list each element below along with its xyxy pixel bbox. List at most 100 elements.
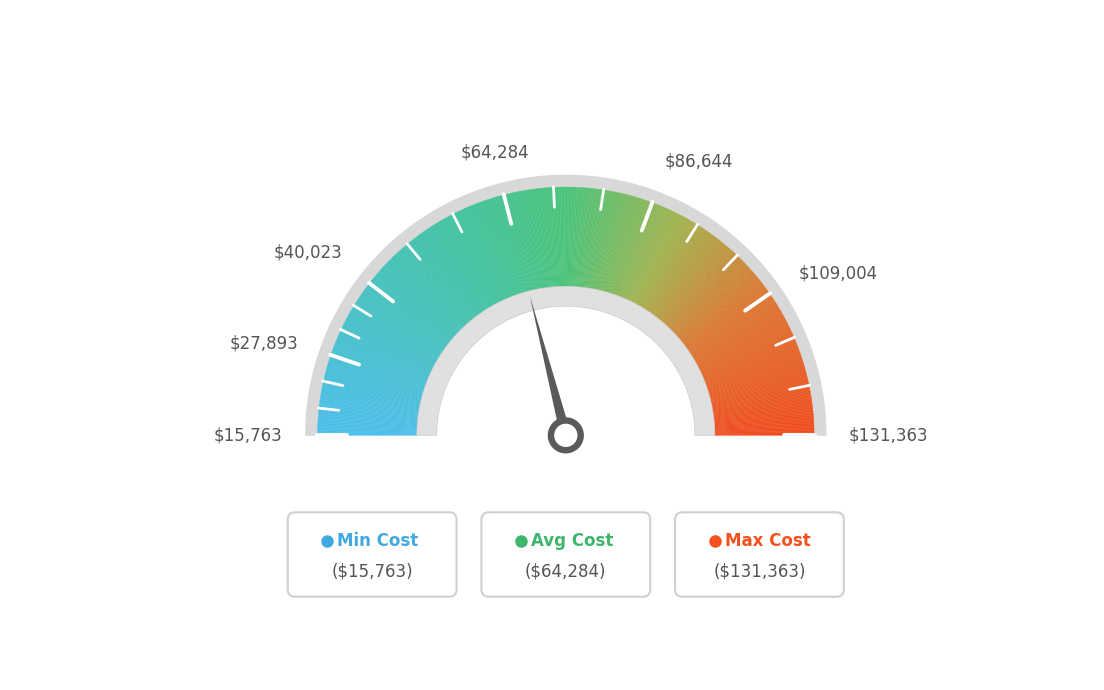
Polygon shape [435,224,488,308]
Polygon shape [710,371,806,397]
Polygon shape [654,235,714,316]
Polygon shape [712,384,809,406]
Polygon shape [611,198,641,293]
Polygon shape [606,197,635,293]
Polygon shape [626,208,667,299]
Polygon shape [628,210,671,301]
Polygon shape [673,264,746,333]
Polygon shape [583,188,595,288]
Polygon shape [427,228,484,312]
FancyBboxPatch shape [288,512,457,597]
Polygon shape [712,389,810,408]
Polygon shape [416,237,477,317]
Polygon shape [320,401,418,416]
Polygon shape [708,362,804,392]
Polygon shape [447,216,496,304]
Polygon shape [704,342,797,380]
Polygon shape [709,363,804,393]
Polygon shape [335,344,427,382]
Polygon shape [711,381,808,404]
Polygon shape [578,188,590,287]
Polygon shape [635,215,682,304]
Polygon shape [659,242,723,320]
Polygon shape [379,271,454,337]
Polygon shape [490,198,521,293]
Polygon shape [323,378,421,402]
Polygon shape [339,333,431,375]
Polygon shape [699,324,788,369]
Polygon shape [352,308,438,359]
Text: Max Cost: Max Cost [724,532,810,550]
Polygon shape [550,188,558,286]
Polygon shape [638,219,688,306]
Polygon shape [561,187,564,286]
Polygon shape [710,375,807,400]
Polygon shape [709,364,804,394]
Polygon shape [713,397,811,413]
Polygon shape [620,204,659,297]
Polygon shape [670,257,741,329]
Polygon shape [537,188,549,288]
Polygon shape [566,187,567,286]
Polygon shape [566,187,569,286]
Polygon shape [613,199,646,294]
Polygon shape [574,188,582,286]
Polygon shape [438,221,490,308]
Polygon shape [384,266,457,334]
Polygon shape [433,225,487,310]
Polygon shape [521,191,540,289]
Polygon shape [318,431,417,433]
Polygon shape [627,209,670,300]
Polygon shape [585,189,599,288]
Polygon shape [318,417,417,425]
Polygon shape [686,288,766,348]
Polygon shape [661,244,725,321]
Polygon shape [689,295,771,352]
Polygon shape [619,204,657,297]
Polygon shape [460,210,503,301]
Polygon shape [705,351,800,386]
Polygon shape [634,214,680,303]
Text: $27,893: $27,893 [230,335,298,353]
Polygon shape [442,219,492,306]
Polygon shape [331,354,425,388]
Polygon shape [692,305,778,358]
Polygon shape [403,247,469,323]
Polygon shape [614,200,647,295]
Text: $40,023: $40,023 [274,244,342,262]
Polygon shape [363,290,445,349]
Polygon shape [658,240,721,319]
Polygon shape [597,193,620,290]
Polygon shape [329,360,424,391]
Polygon shape [421,233,480,314]
Polygon shape [365,288,446,348]
Polygon shape [701,330,792,373]
Polygon shape [368,284,447,346]
Polygon shape [622,205,660,297]
Polygon shape [343,323,433,368]
Polygon shape [664,248,730,324]
Polygon shape [394,255,464,328]
Polygon shape [351,310,437,361]
Polygon shape [452,214,498,303]
Polygon shape [714,422,814,428]
Polygon shape [455,213,500,302]
Polygon shape [668,255,736,327]
Polygon shape [698,320,786,367]
Polygon shape [687,290,768,349]
Polygon shape [643,222,694,308]
Polygon shape [704,346,798,382]
Polygon shape [705,347,798,383]
Polygon shape [414,238,475,317]
Polygon shape [713,398,811,414]
Polygon shape [479,202,514,296]
Polygon shape [406,244,470,321]
Polygon shape [714,417,814,425]
Polygon shape [417,235,478,316]
Polygon shape [696,313,783,363]
Polygon shape [677,270,752,337]
Polygon shape [651,233,711,314]
Polygon shape [319,403,418,417]
Polygon shape [486,199,519,294]
Polygon shape [710,372,806,398]
